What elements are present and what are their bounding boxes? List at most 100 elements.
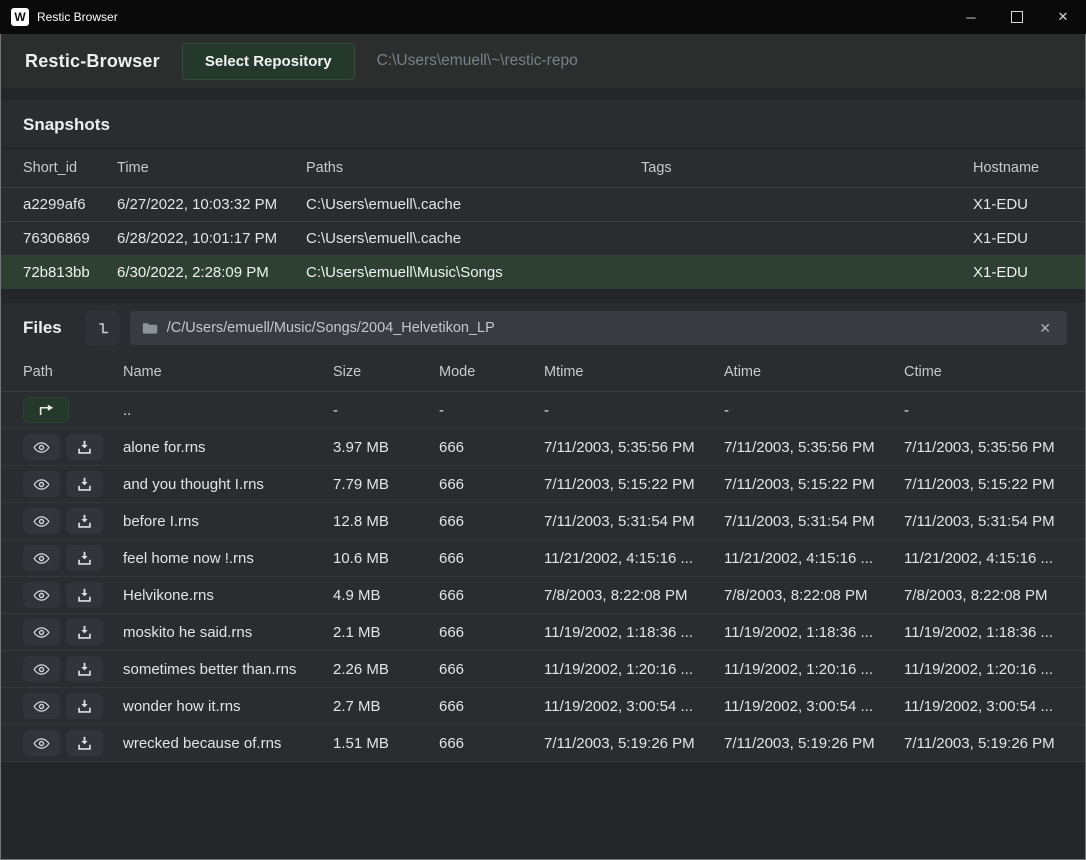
file-mtime: 11/19/2002, 1:18:36 ... xyxy=(544,624,724,641)
download-file-button[interactable] xyxy=(66,471,103,497)
file-row-actions xyxy=(23,471,123,497)
file-atime: 11/19/2002, 1:20:16 ... xyxy=(724,661,904,678)
file-atime: - xyxy=(724,402,904,419)
file-size: 12.8 MB xyxy=(333,513,439,530)
file-row: alone for.rns 3.97 MB 666 7/11/2003, 5:3… xyxy=(1,429,1085,466)
file-ctime: 7/8/2003, 8:22:08 PM xyxy=(904,587,1085,604)
column-header-tags: Tags xyxy=(641,160,973,176)
download-file-button[interactable] xyxy=(66,730,103,756)
titlebar-left: W Restic Browser xyxy=(0,8,118,26)
file-mode: 666 xyxy=(439,661,544,678)
clear-path-button[interactable]: ✕ xyxy=(1035,318,1055,339)
file-name: .. xyxy=(123,402,333,419)
parent-directory-button[interactable] xyxy=(23,397,69,423)
up-right-arrow-icon xyxy=(37,403,55,417)
file-name: Helvikone.rns xyxy=(123,587,333,604)
view-file-button[interactable] xyxy=(23,471,60,497)
wails-logo-icon: W xyxy=(11,8,29,26)
file-size: 2.26 MB xyxy=(333,661,439,678)
file-mode: - xyxy=(439,402,544,419)
download-file-button[interactable] xyxy=(66,656,103,682)
app-title: Restic-Browser xyxy=(25,51,160,72)
file-ctime: 11/21/2002, 4:15:16 ... xyxy=(904,550,1085,567)
file-size: 3.97 MB xyxy=(333,439,439,456)
eye-icon xyxy=(33,663,50,676)
window-controls: ─ ✕ xyxy=(948,0,1086,34)
close-button[interactable]: ✕ xyxy=(1040,0,1086,34)
window-title: Restic Browser xyxy=(37,10,118,24)
snapshot-hostname: X1-EDU xyxy=(973,196,1085,213)
file-name: wrecked because of.rns xyxy=(123,735,333,752)
minimize-button[interactable]: ─ xyxy=(948,0,994,34)
view-file-button[interactable] xyxy=(23,656,60,682)
download-icon xyxy=(77,551,92,566)
file-row-actions xyxy=(23,656,123,682)
view-file-button[interactable] xyxy=(23,434,60,460)
file-ctime: 7/11/2003, 5:15:22 PM xyxy=(904,476,1085,493)
file-mode: 666 xyxy=(439,587,544,604)
snapshots-title: Snapshots xyxy=(1,100,1085,149)
download-file-button[interactable] xyxy=(66,619,103,645)
file-size: 2.7 MB xyxy=(333,698,439,715)
download-file-button[interactable] xyxy=(66,582,103,608)
app-window: W Restic Browser ─ ✕ Restic-Browser Sele… xyxy=(0,0,1086,860)
file-mode: 666 xyxy=(439,698,544,715)
file-size: 2.1 MB xyxy=(333,624,439,641)
view-file-button[interactable] xyxy=(23,619,60,645)
maximize-button[interactable] xyxy=(994,0,1040,34)
file-size: - xyxy=(333,402,439,419)
file-row: before I.rns 12.8 MB 666 7/11/2003, 5:31… xyxy=(1,503,1085,540)
file-name: sometimes better than.rns xyxy=(123,661,333,678)
file-mtime: 11/19/2002, 3:00:54 ... xyxy=(544,698,724,715)
column-header-time: Time xyxy=(117,160,306,176)
eye-icon xyxy=(33,441,50,454)
column-header-mode: Mode xyxy=(439,364,544,380)
file-row: sometimes better than.rns 2.26 MB 666 11… xyxy=(1,651,1085,688)
eye-icon xyxy=(33,515,50,528)
file-row-actions xyxy=(23,397,123,423)
download-icon xyxy=(77,699,92,714)
file-row: moskito he said.rns 2.1 MB 666 11/19/200… xyxy=(1,614,1085,651)
file-row: wrecked because of.rns 1.51 MB 666 7/11/… xyxy=(1,725,1085,762)
file-row: Helvikone.rns 4.9 MB 666 7/8/2003, 8:22:… xyxy=(1,577,1085,614)
eye-icon xyxy=(33,626,50,639)
file-atime: 7/11/2003, 5:31:54 PM xyxy=(724,513,904,530)
download-file-button[interactable] xyxy=(66,434,103,460)
download-file-button[interactable] xyxy=(66,693,103,719)
file-atime: 7/8/2003, 8:22:08 PM xyxy=(724,587,904,604)
file-ctime: - xyxy=(904,402,1085,419)
view-file-button[interactable] xyxy=(23,582,60,608)
titlebar: W Restic Browser ─ ✕ xyxy=(0,0,1086,34)
column-header-hostname: Hostname xyxy=(973,160,1085,176)
current-path-bar[interactable]: /C/Users/emuell/Music/Songs/2004_Helveti… xyxy=(130,311,1067,345)
file-ctime: 7/11/2003, 5:19:26 PM xyxy=(904,735,1085,752)
file-mode: 666 xyxy=(439,624,544,641)
file-atime: 11/19/2002, 1:18:36 ... xyxy=(724,624,904,641)
file-name: and you thought I.rns xyxy=(123,476,333,493)
column-header-size: Size xyxy=(333,364,439,380)
folder-icon xyxy=(142,321,158,335)
select-repository-button[interactable]: Select Repository xyxy=(182,43,355,80)
view-file-button[interactable] xyxy=(23,545,60,571)
snapshot-hostname: X1-EDU xyxy=(973,264,1085,281)
column-header-short-id: Short_id xyxy=(23,160,117,176)
files-table-body: .. - - - - - alone for.rns 3. xyxy=(1,392,1085,762)
snapshot-hostname: X1-EDU xyxy=(973,230,1085,247)
files-list-mode-button[interactable] xyxy=(86,311,120,345)
file-row: and you thought I.rns 7.79 MB 666 7/11/2… xyxy=(1,466,1085,503)
snapshot-row[interactable]: 72b813bb 6/30/2022, 2:28:09 PM C:\Users\… xyxy=(1,256,1085,289)
files-table-header: Path Name Size Mode Mtime Atime Ctime xyxy=(1,353,1085,392)
download-file-button[interactable] xyxy=(66,508,103,534)
download-file-button[interactable] xyxy=(66,545,103,571)
view-file-button[interactable] xyxy=(23,508,60,534)
snapshot-row[interactable]: a2299af6 6/27/2022, 10:03:32 PM C:\Users… xyxy=(1,188,1085,222)
snapshot-row[interactable]: 76306869 6/28/2022, 10:01:17 PM C:\Users… xyxy=(1,222,1085,256)
view-file-button[interactable] xyxy=(23,693,60,719)
file-size: 4.9 MB xyxy=(333,587,439,604)
maximize-icon xyxy=(1011,11,1023,23)
file-ctime: 11/19/2002, 1:18:36 ... xyxy=(904,624,1085,641)
file-mtime: 7/11/2003, 5:15:22 PM xyxy=(544,476,724,493)
view-file-button[interactable] xyxy=(23,730,60,756)
file-ctime: 7/11/2003, 5:31:54 PM xyxy=(904,513,1085,530)
repository-path: C:\Users\emuell\~\restic-repo xyxy=(377,52,578,70)
